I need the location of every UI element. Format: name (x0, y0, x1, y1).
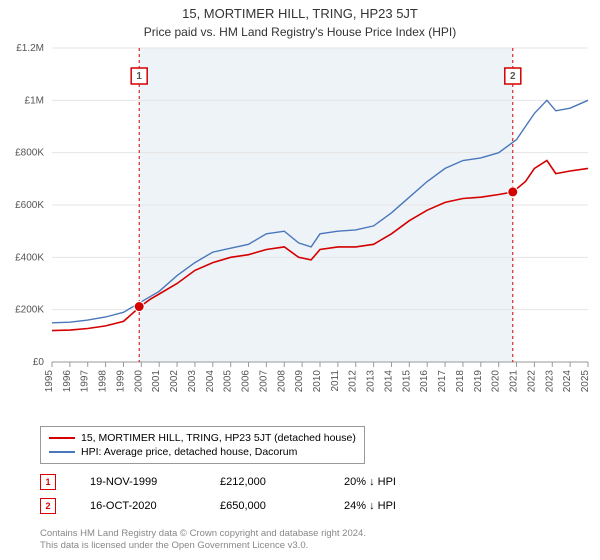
tx-badge: 2 (40, 498, 56, 514)
table-row: 1 19-NOV-1999 £212,000 20% ↓ HPI (40, 470, 454, 494)
svg-text:2010: 2010 (312, 370, 323, 393)
page-container: 15, MORTIMER HILL, TRING, HP23 5JT Price… (0, 0, 600, 560)
svg-text:£1.2M: £1.2M (16, 43, 44, 54)
svg-text:1997: 1997 (80, 370, 91, 393)
legend-item: HPI: Average price, detached house, Daco… (49, 445, 356, 459)
svg-text:2013: 2013 (366, 370, 377, 393)
svg-text:2015: 2015 (401, 370, 412, 393)
chart-area: £0 £200K £400K £600K £800K £1M £1.2M 1995 1996 19… (0, 42, 600, 420)
svg-text:2012: 2012 (348, 370, 359, 393)
svg-text:2000: 2000 (133, 370, 144, 393)
svg-text:2024: 2024 (562, 370, 573, 393)
svg-text:2023: 2023 (544, 370, 555, 393)
legend-label: HPI: Average price, detached house, Daco… (81, 446, 297, 458)
tx-price: £650,000 (220, 500, 310, 512)
svg-text:£0: £0 (33, 357, 45, 368)
svg-text:2006: 2006 (241, 370, 252, 393)
legend-label: 15, MORTIMER HILL, TRING, HP23 5JT (deta… (81, 432, 356, 444)
svg-text:2011: 2011 (330, 370, 341, 392)
svg-text:2003: 2003 (187, 370, 198, 393)
svg-text:2007: 2007 (258, 370, 269, 393)
svg-text:2021: 2021 (509, 370, 520, 393)
attribution: Contains HM Land Registry data © Crown c… (40, 528, 366, 553)
svg-text:2001: 2001 (151, 370, 162, 393)
svg-text:£600K: £600K (15, 200, 44, 211)
attribution-line: Contains HM Land Registry data © Crown c… (40, 528, 366, 540)
tx-date: 16-OCT-2020 (90, 500, 186, 512)
svg-text:£400K: £400K (15, 252, 44, 263)
transaction-table: 1 19-NOV-1999 £212,000 20% ↓ HPI 2 16-OC… (40, 470, 454, 518)
svg-text:2020: 2020 (491, 370, 502, 393)
svg-text:2005: 2005 (223, 370, 234, 393)
legend-item: 15, MORTIMER HILL, TRING, HP23 5JT (deta… (49, 431, 356, 445)
svg-text:1: 1 (136, 71, 142, 82)
attribution-line: This data is licensed under the Open Gov… (40, 540, 366, 552)
svg-text:£200K: £200K (15, 305, 44, 316)
svg-text:2016: 2016 (419, 370, 430, 393)
tx-badge: 1 (40, 474, 56, 490)
tx-date: 19-NOV-1999 (90, 476, 186, 488)
svg-text:2022: 2022 (526, 370, 537, 393)
svg-text:2: 2 (510, 71, 516, 82)
chart-subtitle: Price paid vs. HM Land Registry's House … (0, 21, 600, 43)
svg-text:1996: 1996 (62, 370, 73, 393)
svg-text:2017: 2017 (437, 370, 448, 393)
svg-text:1998: 1998 (98, 370, 109, 393)
table-row: 2 16-OCT-2020 £650,000 24% ↓ HPI (40, 494, 454, 518)
svg-text:2004: 2004 (205, 370, 216, 393)
svg-text:2019: 2019 (473, 370, 484, 393)
legend-swatch (49, 451, 75, 453)
chart-svg: £0 £200K £400K £600K £800K £1M £1.2M 1995 1996 19… (0, 42, 600, 420)
svg-text:1999: 1999 (115, 370, 126, 393)
tx-price: £212,000 (220, 476, 310, 488)
svg-text:2002: 2002 (169, 370, 180, 393)
legend: 15, MORTIMER HILL, TRING, HP23 5JT (deta… (40, 426, 365, 464)
svg-text:£1M: £1M (25, 95, 44, 106)
svg-text:£800K: £800K (15, 148, 44, 159)
svg-text:2018: 2018 (455, 370, 466, 393)
tx-delta: 20% ↓ HPI (344, 476, 454, 488)
chart-title: 15, MORTIMER HILL, TRING, HP23 5JT (0, 0, 600, 21)
svg-text:2008: 2008 (276, 370, 287, 393)
legend-swatch (49, 437, 75, 439)
svg-text:2009: 2009 (294, 370, 305, 393)
svg-text:2025: 2025 (580, 370, 591, 393)
svg-text:1995: 1995 (44, 370, 55, 393)
tx-delta: 24% ↓ HPI (344, 500, 454, 512)
svg-text:2014: 2014 (383, 370, 394, 393)
